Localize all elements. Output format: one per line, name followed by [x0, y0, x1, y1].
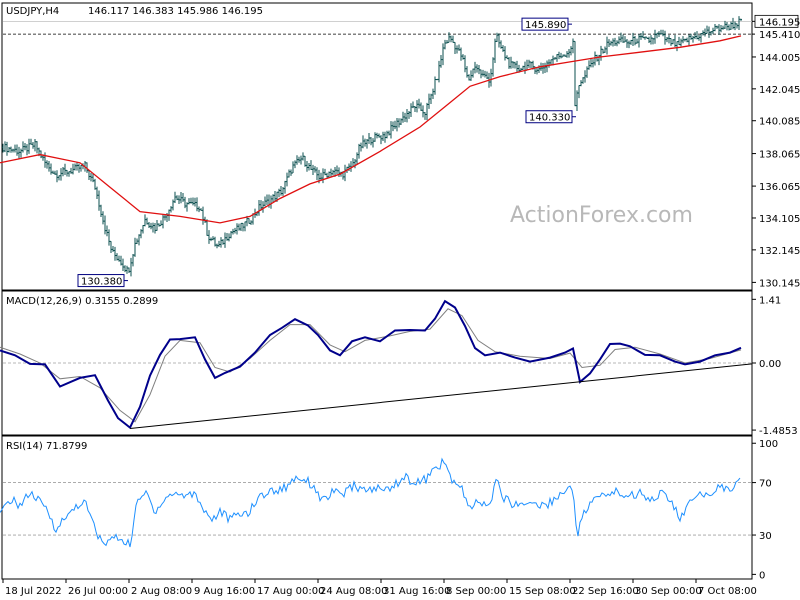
price-axis-label: 146.195	[759, 17, 800, 28]
price-panel-frame	[1, 2, 753, 291]
macd-panel	[0, 299, 753, 430]
macd-axis-label: 0.00	[759, 359, 781, 370]
macd-signal-line	[0, 308, 742, 423]
price-axis-label: 140.085	[759, 117, 800, 128]
price-annotation-label: 145.890	[525, 20, 566, 31]
rsi-axis-label: 100	[759, 439, 778, 450]
time-axis-label: 22 Sep 16:00	[572, 586, 639, 597]
time-axis-label: 24 Aug 08:00	[320, 586, 387, 597]
rsi-panel-frame	[1, 435, 753, 580]
time-axis-label: 17 Aug 00:00	[257, 586, 324, 597]
price-axis-label: 145.410	[759, 30, 800, 41]
rsi-axis-label: 0	[759, 570, 765, 581]
time-axis-label: 2 Aug 08:00	[131, 586, 192, 597]
ohlc-label: 146.117 146.383 145.986 146.195	[88, 6, 263, 17]
time-axis: 18 Jul 2022 26 Jul 00:00 2 Aug 08:00 9 Aug …	[2, 579, 757, 597]
time-axis-label: 15 Sep 08:00	[509, 586, 576, 597]
macd-axis-label: 1.41	[759, 295, 781, 306]
rsi-axis-label: 30	[759, 531, 772, 542]
macd-trendline	[129, 363, 753, 429]
moving-average-line	[0, 35, 742, 224]
price-axis-label: 132.145	[759, 246, 800, 257]
price-axis-label: 138.065	[759, 150, 800, 161]
price-annotation-label: 140.330	[529, 113, 570, 124]
time-axis-label: 9 Aug 16:00	[194, 586, 255, 597]
price-axis-label: 144.005	[759, 53, 800, 64]
time-axis-label: 8 Sep 00:00	[446, 586, 506, 597]
price-axis-tag-box	[755, 28, 798, 41]
rsi-axis-label: 70	[759, 479, 772, 490]
time-axis-label: 30 Sep 00:00	[635, 586, 702, 597]
watermark: ActionForex.com	[510, 203, 693, 228]
rsi-title: RSI(14) 71.8799	[6, 441, 87, 452]
macd-title: MACD(12,26,9) 0.3155 0.2899	[6, 296, 158, 307]
symbol-label: USDJPY,H4	[6, 6, 59, 17]
macd-axis-label: -1.4853	[759, 426, 798, 437]
price-annotation-label: 130.380	[81, 277, 122, 288]
time-axis-label: 26 Jul 00:00	[68, 586, 128, 597]
rsi-panel	[0, 457, 752, 548]
price-axis-tag-box	[754, 14, 799, 28]
price-panel: 145.890 140.330 130.380	[0, 16, 752, 288]
macd-line	[0, 299, 742, 430]
rsi-line	[0, 457, 741, 548]
price-axis-label: 142.045	[759, 85, 800, 96]
time-axis-label: 7 Oct 08:00	[698, 586, 757, 597]
time-axis-label: 18 Jul 2022	[5, 586, 62, 597]
price-axis-label: 130.145	[759, 278, 800, 289]
time-axis-label: 31 Aug 16:00	[383, 586, 450, 597]
price-axis-label: 134.105	[759, 214, 800, 225]
price-axis-label: 136.065	[759, 182, 800, 193]
price-axis: 146.195 145.410 144.005 142.045 140.085 138.0…	[752, 14, 800, 581]
